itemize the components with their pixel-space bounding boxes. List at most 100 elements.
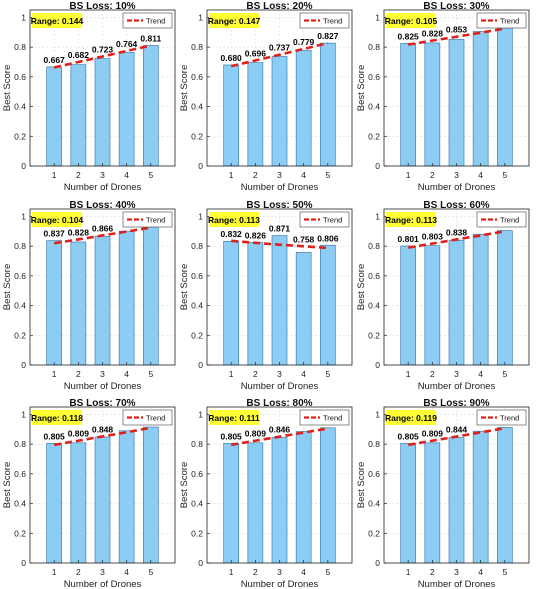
x-tick-label: 2 xyxy=(430,567,435,577)
data-label: 0.805 xyxy=(221,431,243,441)
bar xyxy=(142,45,159,167)
data-label: 0.853 xyxy=(446,25,468,35)
range-badge-label: Range: 0.105 xyxy=(385,16,438,26)
bar xyxy=(94,58,111,167)
y-tick-label: 1 xyxy=(198,409,203,419)
data-label: 0.838 xyxy=(446,227,468,237)
data-label: 0.848 xyxy=(92,424,114,434)
subplot-title: BS Loss: 10% xyxy=(69,1,135,12)
y-axis-label: Best Score xyxy=(356,462,367,508)
data-label: 0.811 xyxy=(140,34,161,44)
subplot-9: 0.805 0.809 0.844 0 0.2 0.4 0.6 0.8 1 1 2 3 4 5 Number… xyxy=(356,398,530,589)
legend-box xyxy=(122,12,173,29)
y-axis-label: Best Score xyxy=(356,65,367,111)
x-axis-label: Number of Drones xyxy=(64,381,142,392)
bar xyxy=(400,443,417,564)
y-tick-label: 0 xyxy=(21,161,26,171)
data-label: 0.825 xyxy=(398,31,420,41)
trend-line xyxy=(407,230,506,249)
bar xyxy=(496,27,513,167)
x-tick-label: 4 xyxy=(301,567,306,577)
range-badge xyxy=(209,410,259,425)
y-tick-label: 0.6 xyxy=(191,72,203,82)
data-label: 0.764 xyxy=(116,39,138,49)
y-tick-label: 0.2 xyxy=(191,330,203,340)
x-tick-label: 4 xyxy=(124,567,129,577)
x-tick-label: 5 xyxy=(325,567,330,577)
x-tick-label: 5 xyxy=(502,369,507,379)
subplot-6: 0.801 0.803 0.838 0 0.2 0.4 0.6 0.8 1 1 2 3 4 5 Number… xyxy=(356,200,530,392)
x-tick-label: 4 xyxy=(124,369,129,379)
y-tick-label: 0.4 xyxy=(191,102,203,112)
y-tick-label: 1 xyxy=(375,211,380,221)
y-tick-label: 0.2 xyxy=(368,131,380,141)
y-tick-label: 0 xyxy=(375,558,380,568)
legend-box xyxy=(122,211,173,228)
y-axis-label: Best Score xyxy=(179,264,190,310)
legend-box xyxy=(476,211,527,228)
x-tick-label: 3 xyxy=(454,369,459,379)
y-tick-label: 0 xyxy=(198,360,203,370)
y-tick-label: 0.4 xyxy=(368,499,380,509)
trend-line xyxy=(230,41,329,68)
bar xyxy=(94,235,111,366)
legend-box xyxy=(299,211,350,228)
y-axis-label: Best Score xyxy=(179,65,190,111)
bar xyxy=(271,56,288,167)
legend-label: Trend xyxy=(500,17,519,26)
bar xyxy=(295,431,312,564)
y-tick-label: 0.6 xyxy=(368,469,380,479)
bar xyxy=(70,442,87,564)
y-tick-label: 0.8 xyxy=(191,42,203,52)
data-label: 0.723 xyxy=(92,45,114,55)
x-tick-label: 5 xyxy=(502,567,507,577)
y-tick-label: 0.8 xyxy=(368,42,380,52)
x-tick-label: 2 xyxy=(253,170,258,180)
y-tick-label: 0.6 xyxy=(368,72,380,82)
y-tick-label: 0.8 xyxy=(368,241,380,251)
x-tick-label: 1 xyxy=(229,170,234,180)
y-tick-label: 0.8 xyxy=(14,241,26,251)
y-tick-label: 0.4 xyxy=(368,102,380,112)
range-badge-label: Range: 0.144 xyxy=(31,16,84,26)
x-axis-label: Number of Drones xyxy=(241,381,319,392)
subplot-4: 0.837 0.828 0.866 0 0.2 0.4 0.6 0.8 1 1 2 3 4 5 Number… xyxy=(2,200,176,392)
bar xyxy=(424,442,441,564)
x-axis-label: Number of Drones xyxy=(241,182,319,193)
x-tick-label: 3 xyxy=(454,567,459,577)
range-badge xyxy=(209,13,259,28)
x-tick-label: 2 xyxy=(253,567,258,577)
y-tick-label: 0.4 xyxy=(191,499,203,509)
subplot-title: BS Loss: 70% xyxy=(69,398,135,409)
data-label: 0.828 xyxy=(422,29,444,39)
data-label: 0.805 xyxy=(44,431,66,441)
y-tick-label: 1 xyxy=(198,12,203,22)
x-axis-label: Number of Drones xyxy=(241,579,319,589)
legend-label: Trend xyxy=(146,17,165,26)
bar xyxy=(118,52,135,167)
x-tick-label: 1 xyxy=(229,369,234,379)
legend-box xyxy=(476,12,527,29)
data-label: 0.871 xyxy=(269,224,291,234)
bar xyxy=(424,245,441,366)
x-tick-label: 3 xyxy=(277,170,282,180)
trend-line xyxy=(231,239,328,250)
bar xyxy=(247,241,264,366)
bar xyxy=(142,226,159,366)
x-tick-label: 5 xyxy=(502,170,507,180)
bar xyxy=(70,64,87,167)
range-badge-label: Range: 0.113 xyxy=(208,215,260,225)
y-tick-label: 0 xyxy=(198,161,203,171)
x-tick-label: 1 xyxy=(406,369,411,379)
subplot-title: BS Loss: 50% xyxy=(246,200,312,211)
bar xyxy=(247,442,264,564)
legend-label: Trend xyxy=(323,17,342,26)
x-tick-label: 3 xyxy=(100,369,105,379)
x-tick-label: 1 xyxy=(52,369,57,379)
subplot-title: BS Loss: 80% xyxy=(246,398,312,409)
y-axis-label: Best Score xyxy=(179,462,190,508)
data-label: 0.837 xyxy=(44,229,66,239)
range-badge-label: Range: 0.118 xyxy=(31,413,83,423)
x-tick-label: 1 xyxy=(406,567,411,577)
x-axis-label: Number of Drones xyxy=(418,182,496,193)
